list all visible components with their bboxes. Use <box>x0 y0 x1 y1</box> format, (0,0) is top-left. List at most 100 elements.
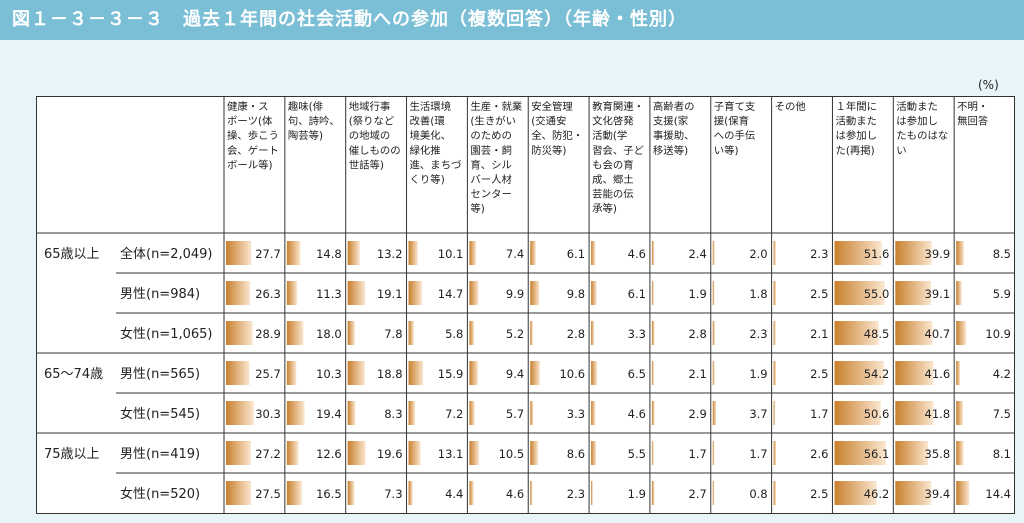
data-bar <box>530 321 533 345</box>
data-bar <box>408 481 413 505</box>
data-bar <box>651 241 655 265</box>
data-bar <box>408 281 422 305</box>
data-bar <box>895 481 932 505</box>
data-bar <box>226 281 251 305</box>
data-label: 8.1 <box>993 447 1011 461</box>
data-bar <box>834 281 885 305</box>
data-bar <box>712 321 715 345</box>
data-bar <box>226 481 252 505</box>
data-bar <box>530 241 536 265</box>
data-bar <box>834 361 885 385</box>
data-label: 1.9 <box>688 287 706 301</box>
group-label: 65歳以上 <box>44 247 100 262</box>
data-label: 12.6 <box>316 447 342 461</box>
data-bar <box>651 281 654 305</box>
data-bar <box>408 241 418 265</box>
data-bar <box>226 441 251 465</box>
row-label: 男性(n=565) <box>120 367 200 382</box>
data-bar <box>226 241 252 265</box>
data-bar <box>956 401 964 425</box>
data-label: 7.4 <box>506 247 524 261</box>
data-label: 39.9 <box>925 247 951 261</box>
data-label: 2.8 <box>688 327 706 341</box>
data-bar <box>895 361 934 385</box>
data-bar <box>408 321 414 345</box>
column-header: 不明・無回答 <box>957 101 989 128</box>
column-header: 教育関連・文化啓発活動(学習会、子ども会の育成、郷土芸能の伝承等) <box>592 100 645 215</box>
column-header: 生活環境改善(環境美化、緑化推進、まちづくり等) <box>410 100 462 186</box>
data-label: 19.4 <box>316 407 342 421</box>
data-bar <box>712 361 715 385</box>
data-table-svg: 健康・スポーツ(体操、歩こう会、ゲートボール等)趣味(俳句、詩吟、陶芸等)地域行… <box>36 96 1015 514</box>
data-label: 4.6 <box>506 487 524 501</box>
data-bar <box>591 321 595 345</box>
data-bar <box>408 361 424 385</box>
column-header: 生産・就業(生きがいのための園芸・飼育、シルバー人材センター等) <box>470 100 523 215</box>
data-label: 26.3 <box>255 287 281 301</box>
data-label: 10.9 <box>985 327 1011 341</box>
data-bar <box>286 401 305 425</box>
column-header: １年間に活動または参加した(再掲) <box>835 100 877 157</box>
data-label: 50.6 <box>864 407 890 421</box>
data-label: 4.4 <box>445 487 463 501</box>
data-bar <box>226 321 253 345</box>
data-label: 39.1 <box>925 287 951 301</box>
data-label: 10.5 <box>499 447 525 461</box>
data-bar <box>895 321 933 345</box>
data-bar <box>651 441 654 465</box>
data-label: 14.4 <box>985 487 1011 501</box>
data-label: 2.6 <box>810 447 828 461</box>
data-label: 18.0 <box>316 327 342 341</box>
data-bar <box>956 281 962 305</box>
data-label: 0.8 <box>749 487 767 501</box>
data-bar <box>773 321 776 345</box>
row-label: 女性(n=520) <box>120 486 200 502</box>
unit-label: (%) <box>978 78 999 92</box>
data-bar <box>895 281 932 305</box>
data-bar <box>591 281 597 305</box>
data-bar <box>286 441 299 465</box>
data-bar <box>408 441 421 465</box>
data-label: 2.5 <box>810 367 828 381</box>
data-label: 14.8 <box>316 247 342 261</box>
data-label: 2.3 <box>749 327 767 341</box>
data-bar <box>530 481 533 505</box>
data-label: 5.7 <box>506 407 524 421</box>
data-label: 2.5 <box>810 287 828 301</box>
data-bar <box>347 361 365 385</box>
data-label: 28.9 <box>255 327 281 341</box>
data-bar <box>956 241 964 265</box>
data-bar <box>469 481 474 505</box>
data-label: 14.7 <box>438 287 464 301</box>
data-bar <box>469 401 475 425</box>
data-bar <box>347 401 356 425</box>
data-label: 6.5 <box>628 367 646 381</box>
data-bar <box>226 401 254 425</box>
column-header: 子育て支援(保育への手伝い等) <box>714 100 756 157</box>
data-label: 1.7 <box>688 447 706 461</box>
data-bar <box>712 441 715 465</box>
data-bar <box>773 441 776 465</box>
group-label: 65～74歳 <box>44 367 103 382</box>
data-label: 13.1 <box>438 447 464 461</box>
data-table: 健康・スポーツ(体操、歩こう会、ゲートボール等) 趣味(俳句、詩吟、陶芸等) 地域行… <box>36 96 1015 514</box>
column-header: 安全管理(交通安全、防犯・防災等) <box>531 100 583 157</box>
data-bar <box>834 481 877 505</box>
row-label: 女性(n=545) <box>120 406 200 422</box>
data-bar <box>712 241 715 265</box>
data-bar <box>651 481 655 505</box>
data-bar <box>956 321 967 345</box>
data-bar <box>895 401 934 425</box>
data-label: 1.8 <box>749 287 767 301</box>
data-label: 10.3 <box>316 367 342 381</box>
data-label: 2.5 <box>810 487 828 501</box>
data-label: 55.0 <box>864 287 890 301</box>
data-bar <box>591 481 593 505</box>
data-label: 1.9 <box>628 487 646 501</box>
data-label: 7.5 <box>993 407 1011 421</box>
data-label: 27.5 <box>255 487 281 501</box>
data-label: 3.3 <box>628 327 646 341</box>
data-label: 54.2 <box>864 367 890 381</box>
row-label: 全体(n=2,049) <box>120 246 213 262</box>
data-label: 19.1 <box>377 287 403 301</box>
